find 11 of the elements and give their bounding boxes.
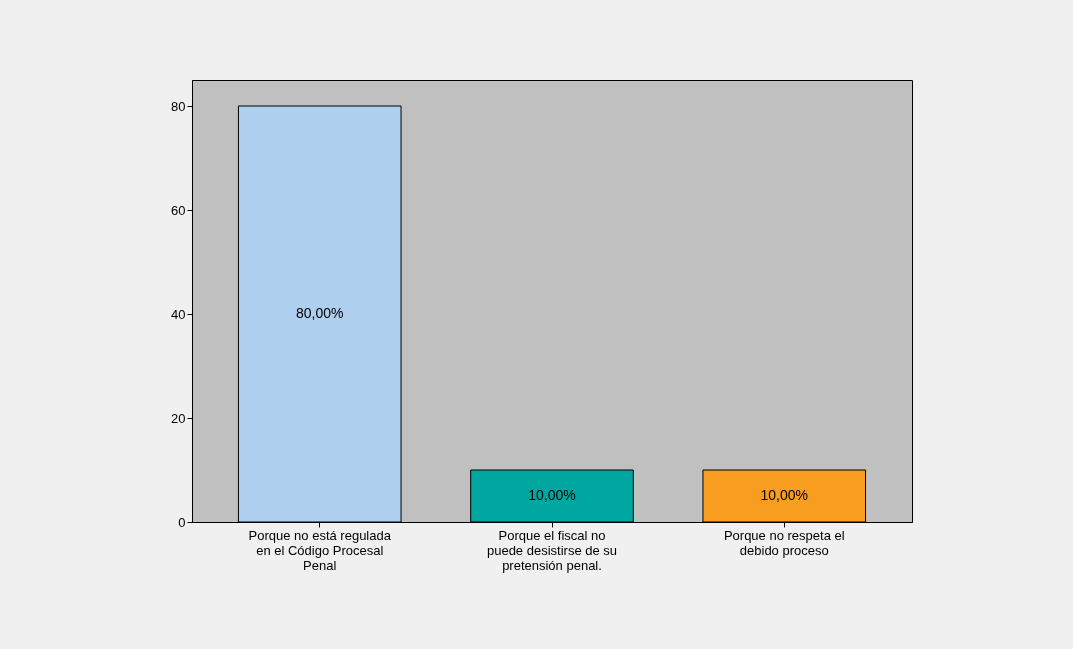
y-tick-label: 60 <box>171 202 186 218</box>
data-label: 10,00% <box>760 487 808 503</box>
y-tick-label: 0 <box>178 514 186 530</box>
y-tick-label: 20 <box>171 410 186 426</box>
y-tick-label: 40 <box>171 306 186 322</box>
x-tick-label: Porque no está regulada en el Código Procesal Penal <box>248 527 392 573</box>
data-label: 80,00% <box>296 305 344 321</box>
y-tick-label: 80 <box>171 98 186 114</box>
x-tick-label: Porque el fiscal no puede desistirse de su pretensión penal. <box>486 527 618 573</box>
data-label: 10,00% <box>528 487 576 503</box>
x-tick-label: Porque no respeta el debido proceso <box>723 527 845 558</box>
